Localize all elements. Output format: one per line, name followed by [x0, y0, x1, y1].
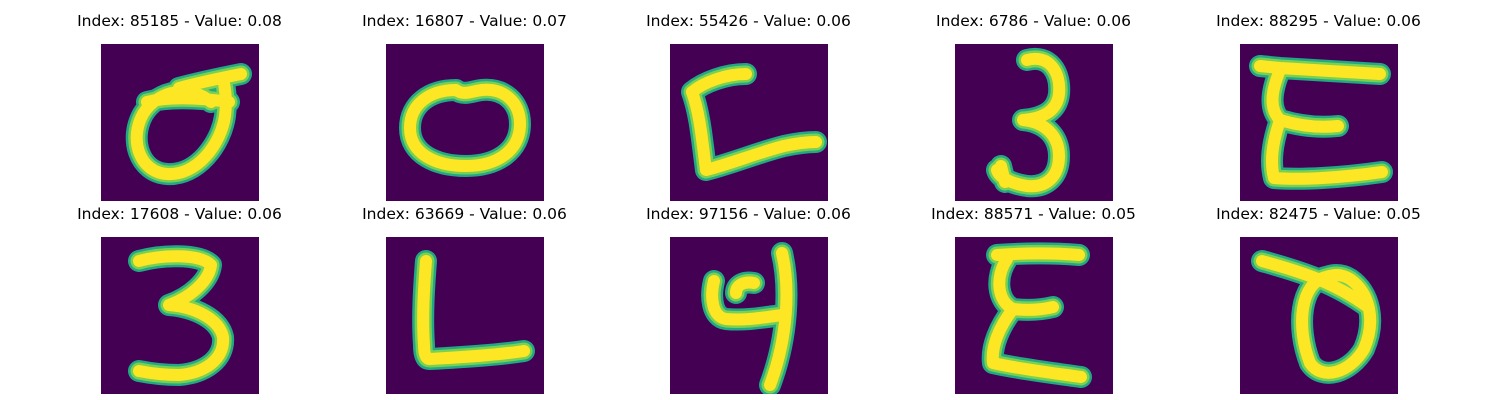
sample-cell: Index: 85185 - Value: 0.08: [37, 10, 322, 203]
sample-cell: Index: 88571 - Value: 0.05: [891, 203, 1176, 396]
sample-image: [955, 237, 1113, 394]
glyph-digit-three: [955, 44, 1113, 201]
sample-image: [670, 237, 828, 394]
glyph-letter-e: [1240, 44, 1398, 201]
glyph-letter-l: [386, 237, 544, 394]
sample-title: Index: 82475 - Value: 0.05: [1176, 203, 1461, 227]
sample-image: [386, 237, 544, 394]
sample-cell: Index: 6786 - Value: 0.06: [891, 10, 1176, 203]
sample-cell: Index: 55426 - Value: 0.06: [606, 10, 891, 203]
glyph-letter-l-slanted: [670, 44, 828, 201]
sample-title: Index: 16807 - Value: 0.07: [322, 10, 607, 34]
sample-cell: Index: 82475 - Value: 0.05: [1176, 203, 1461, 396]
sample-cell: Index: 17608 - Value: 0.06: [37, 203, 322, 396]
sample-title: Index: 88571 - Value: 0.05: [891, 203, 1176, 227]
sample-title: Index: 17608 - Value: 0.06: [37, 203, 322, 227]
glyph-letter-e-narrow: [955, 237, 1113, 394]
sample-cell: Index: 97156 - Value: 0.06: [606, 203, 891, 396]
sample-image: [1240, 44, 1398, 201]
sample-title: Index: 97156 - Value: 0.06: [606, 203, 891, 227]
glyph-digit-zero: [101, 44, 259, 201]
sample-title: Index: 63669 - Value: 0.06: [322, 203, 607, 227]
sample-cell: Index: 88295 - Value: 0.06: [1176, 10, 1461, 203]
sample-title: Index: 6786 - Value: 0.06: [891, 10, 1176, 34]
sample-title: Index: 55426 - Value: 0.06: [606, 10, 891, 34]
glyph-stroke-layer: [423, 261, 524, 359]
glyph-letter-o: [386, 44, 544, 201]
sample-image: [386, 44, 544, 201]
sample-cell: Index: 63669 - Value: 0.06: [322, 203, 607, 396]
sample-title: Index: 85185 - Value: 0.08: [37, 10, 322, 34]
sample-image: [1240, 237, 1398, 394]
glyph-digit-zero-slashed: [1240, 237, 1398, 394]
glyph-digit-three-bold: [101, 237, 259, 394]
sample-title: Index: 88295 - Value: 0.06: [1176, 10, 1461, 34]
sample-cell: Index: 16807 - Value: 0.07: [322, 10, 607, 203]
glyph-digit-four: [670, 237, 828, 394]
sample-image: [670, 44, 828, 201]
sample-image: [101, 44, 259, 201]
sample-image: [955, 44, 1113, 201]
sample-image: [101, 237, 259, 394]
